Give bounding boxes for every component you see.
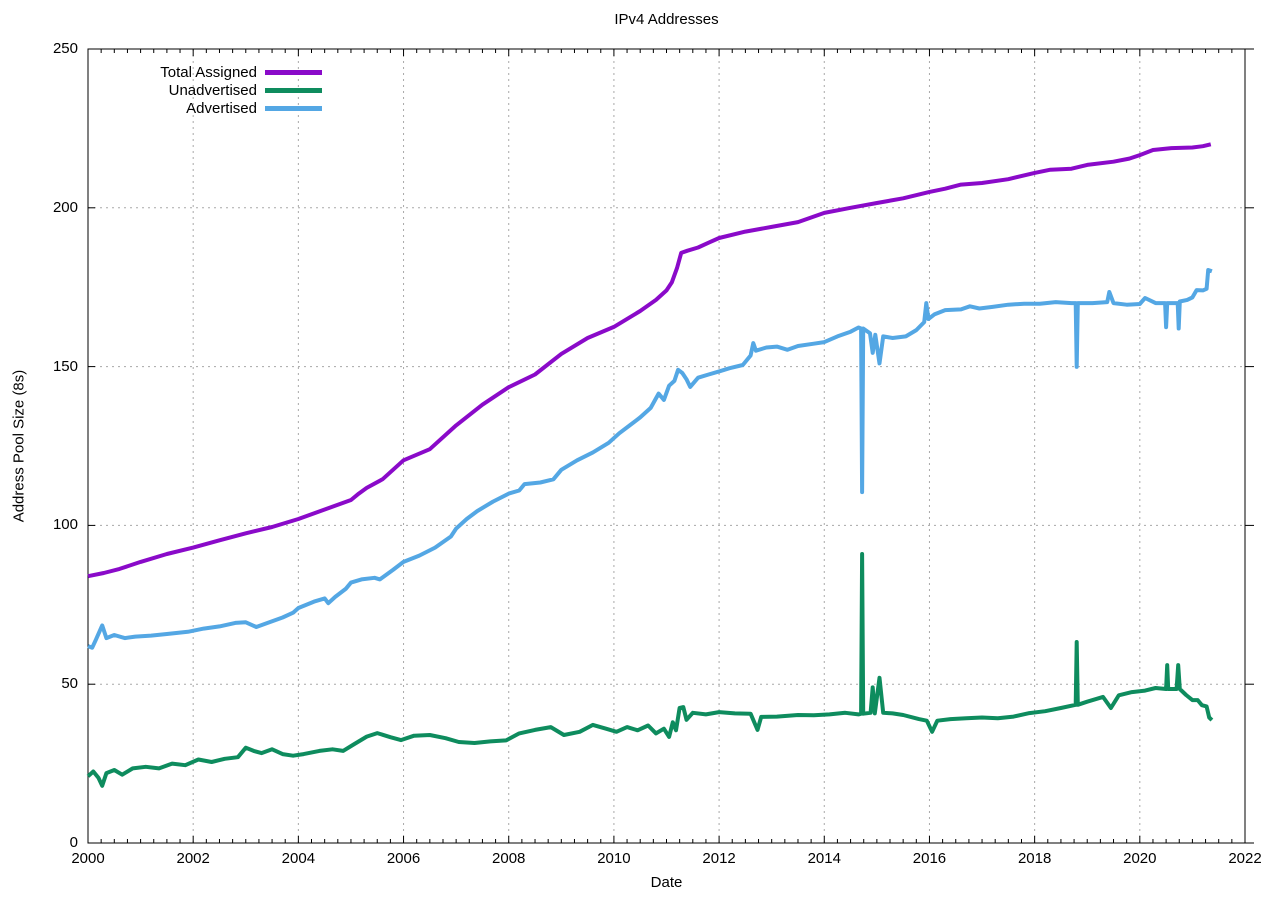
legend-label: Advertised xyxy=(186,99,257,117)
x-tick-label: 2022 xyxy=(1228,850,1262,867)
x-tick-label: 2016 xyxy=(912,850,947,867)
x-tick-label: 2008 xyxy=(492,850,526,867)
legend-row-advertised: Advertised xyxy=(90,99,322,117)
y-axis-label: Address Pool Size (8s) xyxy=(10,369,28,523)
y-tick-label: 100 xyxy=(52,516,78,534)
y-tick-label: 0 xyxy=(69,834,78,851)
legend-swatch xyxy=(265,69,322,75)
legend-row-unadvertised: Unadvertised xyxy=(90,81,322,99)
x-tick-label: 2020 xyxy=(1123,850,1157,867)
x-tick-label: 2002 xyxy=(176,850,210,867)
legend-row-total-assigned: Total Assigned xyxy=(90,63,322,81)
legend-label: Unadvertised xyxy=(168,81,257,99)
x-axis-label: Date xyxy=(650,874,683,891)
x-tick-label: 2014 xyxy=(807,850,841,867)
y-tick-label: 150 xyxy=(52,357,78,375)
legend-label: Total Assigned xyxy=(160,63,257,81)
y-tick-label: 200 xyxy=(52,198,78,216)
x-tick-label: 2012 xyxy=(702,850,736,867)
x-tick-label: 2000 xyxy=(71,850,105,867)
x-tick-label: 2018 xyxy=(1017,850,1052,867)
y-tick-label: 50 xyxy=(61,675,78,693)
x-tick-label: 2010 xyxy=(597,850,631,867)
chart-title: IPv4 Addresses xyxy=(614,11,719,28)
x-tick-label: 2006 xyxy=(386,850,421,867)
legend-swatch xyxy=(265,87,322,93)
y-tick-label: 250 xyxy=(52,40,78,57)
x-tick-label: 2004 xyxy=(281,850,316,867)
legend-swatch xyxy=(265,105,322,111)
